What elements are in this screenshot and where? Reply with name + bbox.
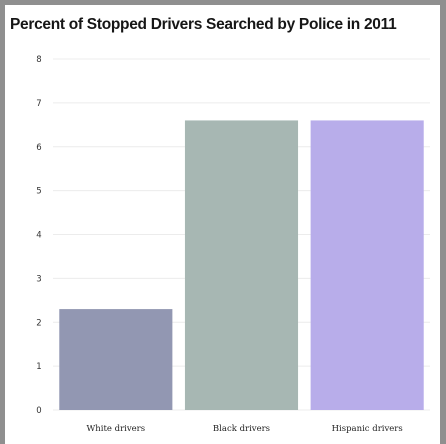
bar-hispanic-drivers (310, 120, 424, 411)
chart-card: Percent of Stopped Drivers Searched by P… (5, 5, 440, 444)
y-tick-label: 6 (36, 143, 41, 153)
x-tick-label: Black drivers (213, 424, 270, 434)
bar-chart: 0 1 2 3 4 5 6 7 8 White drivers Black drivers Hispa… (36, 55, 430, 434)
bar-black-drivers (184, 120, 299, 411)
y-tick-label: 5 (36, 187, 41, 197)
x-tick-label: White drivers (87, 424, 146, 434)
y-tick-label: 2 (36, 318, 41, 328)
bar-white-drivers (59, 309, 173, 410)
y-tick-label: 1 (36, 362, 41, 372)
y-tick-label: 0 (36, 406, 41, 416)
y-tick-label: 3 (36, 274, 41, 284)
chart-title: Percent of Stopped Drivers Searched by P… (10, 16, 397, 33)
y-tick-label: 4 (36, 231, 41, 241)
x-tick-label: Hispanic drivers (332, 424, 403, 434)
y-tick-label: 8 (36, 55, 41, 65)
y-tick-label: 7 (36, 99, 41, 109)
